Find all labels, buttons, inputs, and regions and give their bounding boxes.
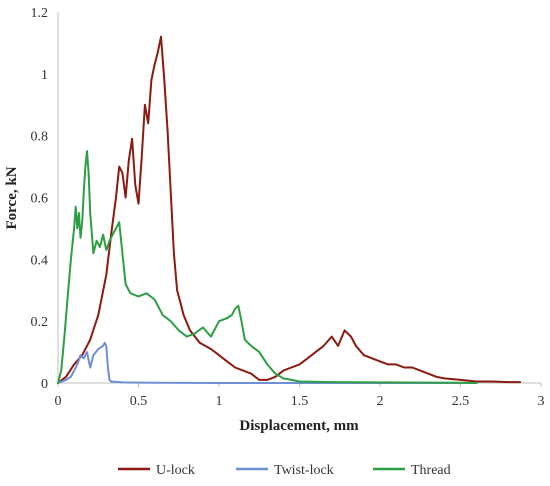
y-tick-label: 1: [41, 68, 48, 83]
legend-label-thread: Thread: [411, 463, 451, 478]
x-tick-label: 0: [55, 394, 62, 409]
y-tick-label: 1.2: [31, 6, 49, 21]
y-tick-label: 0.6: [31, 192, 49, 207]
y-tick-label: 0.4: [31, 253, 49, 268]
legend: U-lock Twist-lock Thread: [118, 463, 451, 478]
series-u-lock-line: [57, 35, 522, 384]
series-twist-lock-line: [57, 341, 478, 384]
legend-label-u-lock: U-lock: [156, 463, 195, 478]
x-tick-label: 1.5: [291, 394, 309, 409]
legend-label-twist-lock: Twist-lock: [274, 463, 334, 478]
series-thread-line: [57, 150, 478, 384]
y-tick-label: 0.8: [31, 130, 49, 145]
y-tick-label: 0: [41, 377, 48, 392]
y-tick-label: 0.2: [31, 315, 49, 330]
x-tick-label: 2.5: [452, 394, 470, 409]
plot-area: 0 0.5 1 1.5 2 2.5 3 0 0.2 0.4 0.6 0.8 1 1.2: [31, 6, 545, 409]
x-tick-label: 3: [538, 394, 545, 409]
x-axis-title: Displacement, mm: [239, 418, 359, 434]
x-tick-label: 1: [216, 394, 223, 409]
y-axis-title: Force, kN: [4, 166, 20, 229]
x-tick-label: 2: [377, 394, 384, 409]
x-tick-label: 0.5: [130, 394, 148, 409]
